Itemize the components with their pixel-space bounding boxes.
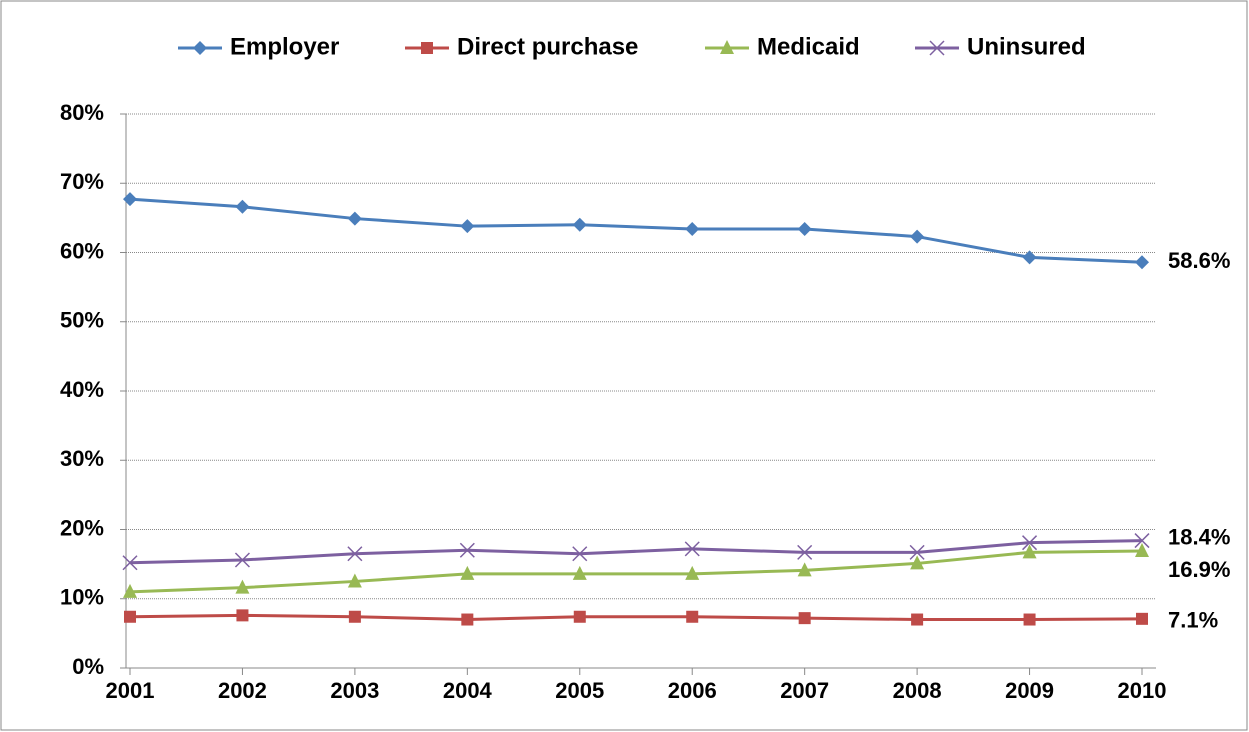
marker [685, 221, 700, 236]
marker [573, 610, 586, 623]
marker [347, 573, 362, 588]
marker [797, 221, 812, 236]
marker [122, 555, 138, 571]
legend-label: Direct purchase [457, 33, 638, 60]
series-line [129, 613, 1143, 622]
marker [460, 565, 475, 580]
series: 16.9% [123, 542, 1230, 598]
marker [348, 610, 361, 623]
marker [236, 609, 249, 622]
marker [124, 610, 136, 623]
x-tick-label: 2010 [1118, 678, 1167, 703]
marker [798, 612, 811, 625]
y-tick-label: 20% [60, 515, 104, 540]
data-label: 58.6% [1168, 248, 1230, 273]
data-label: 18.4% [1168, 524, 1230, 549]
marker [797, 544, 813, 560]
marker [1022, 544, 1037, 559]
series-line [129, 197, 1143, 264]
marker [123, 583, 137, 598]
marker [910, 229, 925, 244]
marker [572, 217, 587, 232]
data-label: 16.9% [1168, 557, 1230, 582]
x-tick-label: 2003 [330, 678, 379, 703]
marker [1022, 535, 1038, 551]
marker [123, 192, 137, 207]
x-tick-label: 2009 [1005, 678, 1054, 703]
x-tick-label: 2002 [218, 678, 267, 703]
series-line [129, 549, 1143, 594]
series: 58.6% [123, 192, 1230, 273]
marker [347, 211, 362, 226]
marker [911, 613, 924, 626]
marker [1135, 542, 1149, 557]
marker [1134, 533, 1150, 549]
y-tick-label: 30% [60, 446, 104, 471]
y-tick-label: 80% [60, 100, 104, 125]
x-tick-label: 2008 [893, 678, 942, 703]
marker [459, 542, 475, 558]
marker [1022, 250, 1037, 265]
marker [684, 541, 700, 557]
marker [910, 555, 925, 570]
x-tick-label: 2005 [555, 678, 604, 703]
series: 18.4% [122, 524, 1230, 571]
y-tick-label: 0% [72, 654, 104, 679]
marker [235, 579, 250, 594]
marker [234, 552, 250, 568]
series: 7.1% [124, 608, 1218, 633]
legend-label: Medicaid [757, 33, 860, 60]
marker [929, 40, 945, 56]
marker [686, 610, 699, 623]
marker [720, 40, 734, 54]
marker [572, 565, 587, 580]
marker [1135, 255, 1149, 270]
marker [685, 565, 700, 580]
y-tick-label: 10% [60, 585, 104, 610]
x-tick-label: 2004 [443, 678, 493, 703]
marker [193, 41, 207, 55]
marker [461, 613, 474, 626]
y-tick-label: 50% [60, 308, 104, 333]
marker [1023, 613, 1036, 626]
marker [797, 562, 812, 577]
marker [347, 546, 363, 562]
marker [1136, 612, 1148, 625]
y-tick-label: 40% [60, 377, 104, 402]
x-tick-label: 2007 [780, 678, 829, 703]
marker [460, 219, 475, 234]
marker [572, 546, 588, 562]
y-tick-label: 70% [60, 169, 104, 194]
marker [421, 42, 433, 54]
legend-label: Employer [230, 33, 339, 60]
marker [235, 199, 250, 214]
data-label: 7.1% [1168, 608, 1218, 633]
x-tick-label: 2006 [668, 678, 717, 703]
marker [909, 544, 925, 560]
legend-label: Uninsured [967, 33, 1086, 60]
x-tick-label: 2001 [106, 678, 155, 703]
y-tick-label: 60% [60, 238, 104, 263]
series-line [129, 539, 1143, 565]
